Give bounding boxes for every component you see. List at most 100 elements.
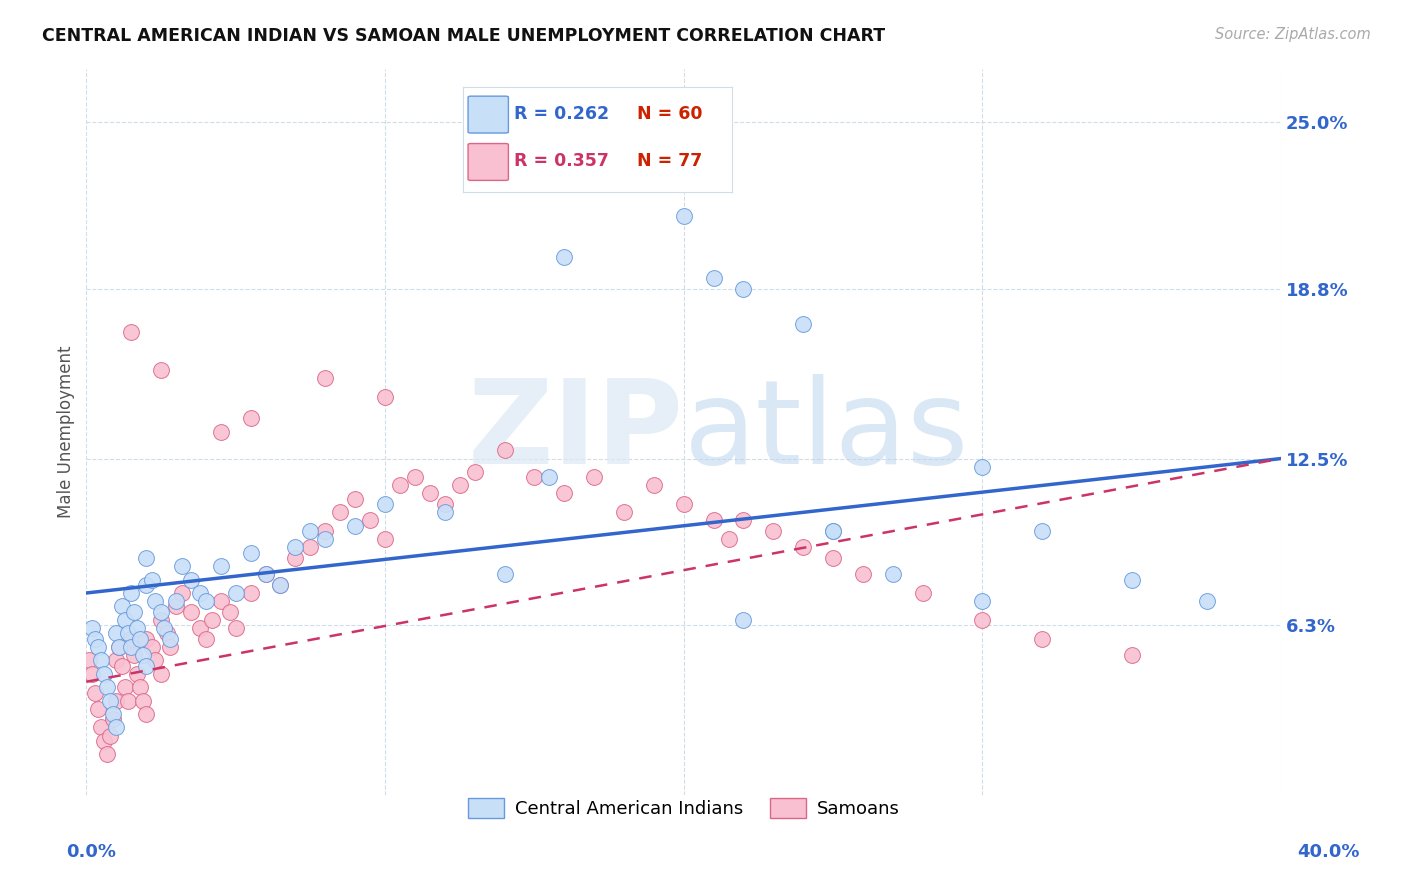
Point (170, 559, 193, 574)
Point (194, 594, 217, 608)
Point (153, 621, 176, 635)
Point (132, 648, 155, 662)
Point (882, 567, 904, 582)
Text: ZIP: ZIP (468, 374, 683, 489)
Point (449, 478, 471, 492)
Point (1121, 648, 1143, 662)
Point (733, 613, 755, 627)
Point (643, 478, 665, 492)
Point (494, 443, 516, 458)
Point (225, 586, 247, 600)
Point (122, 648, 145, 662)
Point (209, 594, 232, 608)
Point (972, 613, 994, 627)
Point (433, 497, 456, 511)
Point (344, 518, 367, 533)
Point (117, 693, 139, 707)
Point (105, 653, 128, 667)
Point (553, 250, 575, 264)
Text: Source: ZipAtlas.com: Source: ZipAtlas.com (1215, 27, 1371, 42)
Point (108, 640, 131, 654)
Point (299, 541, 322, 555)
Point (105, 626, 128, 640)
Point (143, 653, 166, 667)
Point (111, 599, 134, 614)
Point (135, 551, 157, 566)
Point (254, 567, 277, 582)
Point (84, 685, 107, 699)
Text: atlas: atlas (683, 374, 969, 489)
Point (120, 632, 142, 646)
Point (239, 411, 262, 425)
Point (314, 532, 336, 546)
Point (108, 640, 131, 654)
Point (239, 546, 262, 560)
Legend: Central American Indians, Samoans: Central American Indians, Samoans (461, 790, 907, 826)
Point (374, 497, 396, 511)
Point (823, 524, 845, 538)
Point (90, 721, 112, 735)
Point (852, 567, 875, 582)
Point (404, 470, 426, 484)
Point (143, 594, 166, 608)
Point (733, 513, 755, 527)
Point (344, 491, 367, 506)
Point (114, 680, 136, 694)
Point (359, 513, 381, 527)
Point (120, 586, 142, 600)
Point (388, 478, 411, 492)
Point (132, 693, 155, 707)
Point (194, 632, 217, 646)
Point (209, 425, 232, 439)
Point (129, 680, 152, 694)
Point (269, 578, 291, 592)
Point (105, 721, 128, 735)
Point (135, 706, 157, 721)
Point (141, 640, 163, 654)
Point (1121, 573, 1143, 587)
Y-axis label: Male Unemployment: Male Unemployment (58, 345, 75, 518)
Point (374, 390, 396, 404)
Point (120, 640, 142, 654)
Point (159, 632, 181, 646)
Point (792, 317, 814, 331)
Point (823, 551, 845, 566)
Point (111, 658, 134, 673)
Point (201, 613, 224, 627)
Point (98, 729, 121, 743)
Point (419, 486, 441, 500)
Point (82, 621, 104, 635)
Point (613, 505, 636, 519)
Text: 40.0%: 40.0% (1298, 843, 1360, 861)
Point (1031, 632, 1053, 646)
Point (90, 653, 112, 667)
Point (188, 586, 211, 600)
Point (170, 586, 193, 600)
Point (165, 594, 187, 608)
Point (87, 640, 110, 654)
Point (374, 532, 396, 546)
Point (299, 524, 322, 538)
Point (149, 605, 172, 619)
Point (122, 605, 145, 619)
Point (314, 524, 336, 538)
Point (239, 586, 262, 600)
Point (135, 578, 157, 592)
Point (523, 470, 546, 484)
Point (209, 559, 232, 574)
Point (96, 680, 118, 694)
Point (180, 573, 202, 587)
Point (218, 605, 240, 619)
Point (733, 282, 755, 296)
Point (972, 459, 994, 474)
Point (911, 586, 934, 600)
Point (149, 666, 172, 681)
Point (82, 666, 104, 681)
Point (105, 693, 128, 707)
Point (329, 505, 352, 519)
Point (1195, 594, 1218, 608)
Point (703, 513, 725, 527)
Point (254, 567, 277, 582)
Point (114, 613, 136, 627)
Point (284, 541, 307, 555)
